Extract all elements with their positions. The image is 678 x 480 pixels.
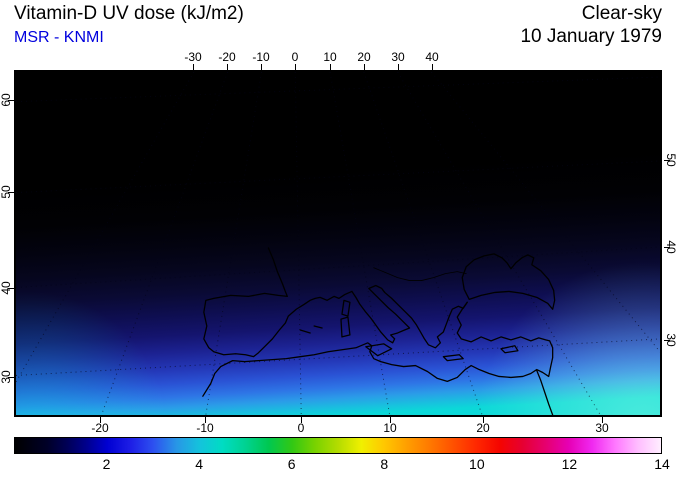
axis-tick [390,417,391,423]
axis-tick [8,100,14,101]
axis-tick [8,377,14,378]
colorbar-tick-label: 14 [654,456,670,472]
corsica-island [341,299,351,317]
sardinia-island [340,316,351,338]
coastlines [202,247,556,415]
meridian-line [397,72,601,415]
top-axis-label: 10 [323,50,337,64]
parallel-line [16,76,660,103]
axis-tick [664,160,670,161]
balearic-islands [299,325,323,334]
axis-tick [330,64,331,70]
bottom-axis-label: -20 [91,421,109,435]
parallel-line [16,160,660,194]
black-sea-outline [461,253,556,310]
parallel-line [16,338,660,376]
coastline-italy-balkans-greece [351,284,468,349]
danube-river [373,267,467,281]
axis-tick [432,64,433,70]
colorbar-tick-label: 12 [561,456,578,472]
axis-tick [205,417,206,423]
axis-tick [8,192,14,193]
axis-tick [301,417,302,423]
bottom-axis-label: 20 [476,421,490,435]
axis-tick [100,417,101,423]
top-axis-label: 40 [425,50,439,64]
cyprus-island [500,345,519,354]
top-axis-label: 0 [291,50,299,64]
top-axis-label: 20 [357,50,371,64]
axis-tick [483,417,484,423]
axis-tick [398,64,399,70]
bottom-axis-label: 30 [595,421,609,435]
sicily-island [365,343,393,357]
coastline-africa-levant-turkey [202,301,554,397]
axis-tick [664,247,670,248]
bottom-axis-label: 0 [297,421,305,435]
axis-tick [664,340,670,341]
coastline-iberia-france [203,247,353,358]
axis-tick [261,64,262,70]
top-axis-label: 30 [391,50,405,64]
colorbar-tick-label: 8 [380,456,389,472]
uv-map [16,72,660,415]
axis-tick [8,288,14,289]
top-axis-label: -30 [184,50,202,64]
colorbar-tick-label: 6 [287,456,296,472]
map-source: MSR - KNMI [14,29,104,46]
meridian-line [205,72,262,415]
colorbar-tick-label: 4 [195,456,204,472]
colorbar-tick-label: 10 [469,456,485,472]
axis-tick [295,64,296,70]
axis-tick [193,64,194,70]
bottom-axis-label: -10 [196,421,214,435]
date-label: 10 January 1979 [520,26,662,47]
bottom-axis-label: 10 [383,421,397,435]
crete-island [442,354,464,362]
nile-river [536,369,554,415]
map-frame [14,70,662,417]
axis-tick [602,417,603,423]
page-title: Vitamin-D UV dose (kJ/m2) [14,3,244,24]
dose-glow-southwest [16,72,660,415]
axis-tick [227,64,228,70]
condition-label: Clear-sky [581,3,662,24]
colorbar-tick-label: 2 [102,456,111,472]
top-axis-label: -20 [218,50,236,64]
top-axis-label: -10 [252,50,270,64]
axis-tick [364,64,365,70]
colorbar-gradient [14,437,662,454]
